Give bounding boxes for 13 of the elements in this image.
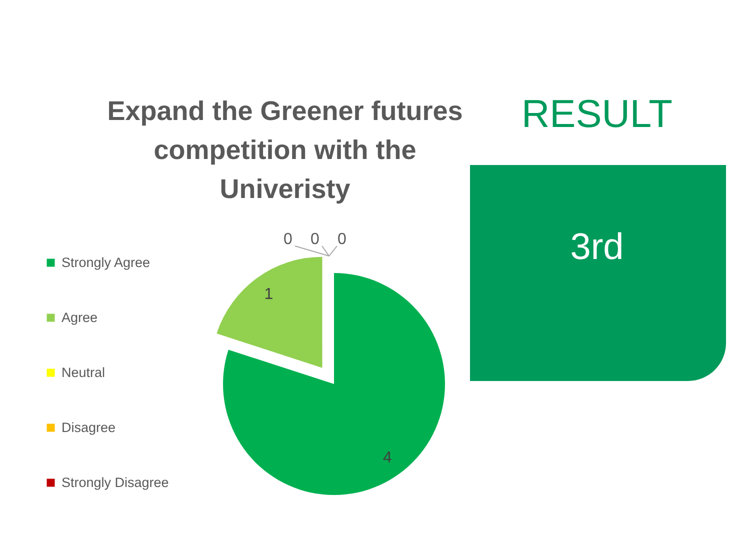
data-label: 1 xyxy=(264,286,274,304)
legend-label: Strongly Agree xyxy=(62,254,150,270)
chart-title: Expand the Greener futures competition with the Univeristy xyxy=(107,96,463,204)
text: 0 xyxy=(284,231,292,248)
text: 3rd xyxy=(570,226,624,267)
legend-label: Strongly Disagree xyxy=(62,474,169,490)
text: RESULT xyxy=(522,93,672,136)
text: 0 xyxy=(338,231,346,248)
data-label: 4 xyxy=(383,450,392,467)
legend-label: Disagree xyxy=(62,420,116,435)
legend-label: Neutral xyxy=(62,364,106,380)
legend-label: Agree xyxy=(62,310,98,325)
text: 0 xyxy=(310,231,320,248)
